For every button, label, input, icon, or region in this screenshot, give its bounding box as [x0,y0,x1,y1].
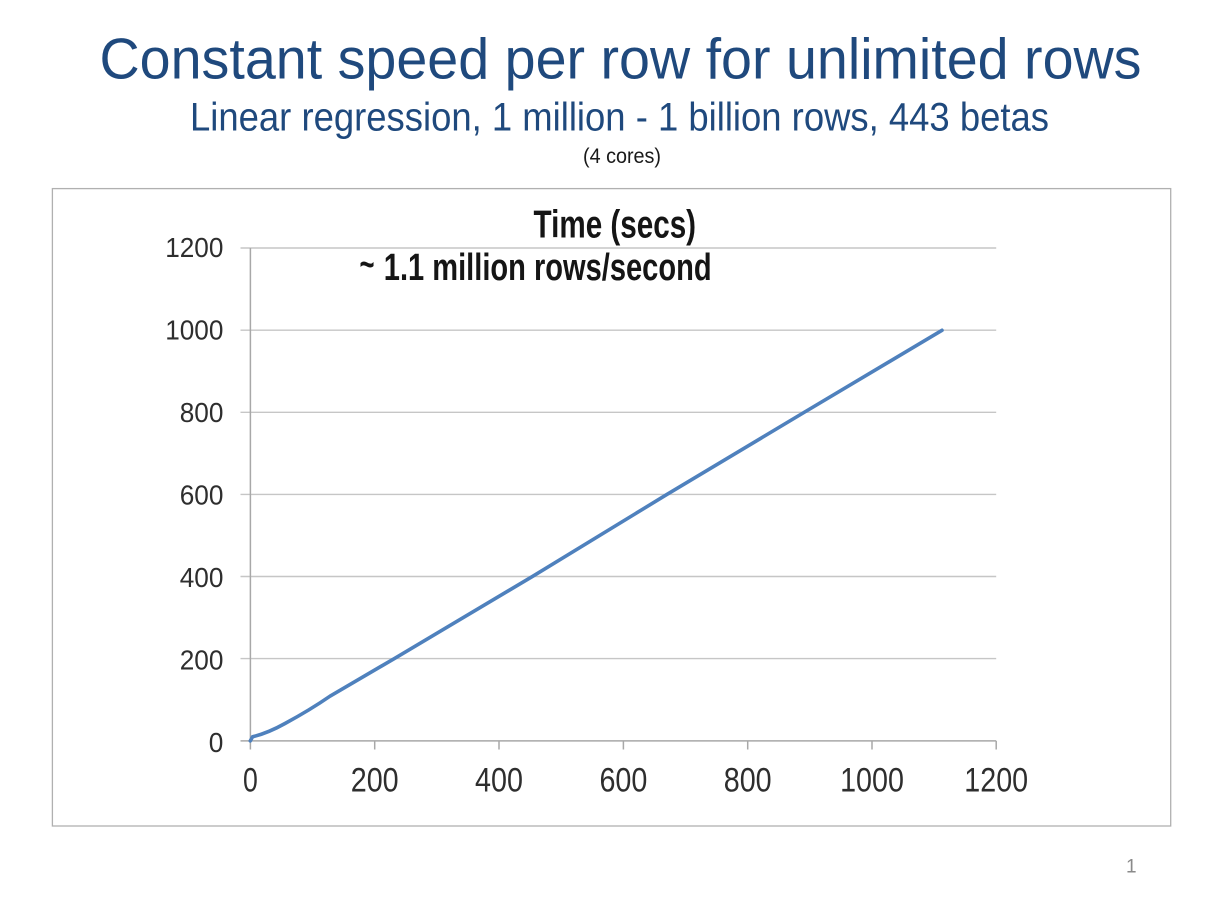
svg-text:800: 800 [724,761,772,799]
svg-text:(4 cores): (4 cores) [583,145,661,168]
svg-text:1200: 1200 [964,761,1028,799]
svg-text:400: 400 [475,761,523,799]
svg-text:1000: 1000 [165,313,223,345]
svg-text:800: 800 [180,396,224,428]
svg-text:200: 200 [180,643,224,675]
svg-text:1.1 million rows/second: 1.1 million rows/second [384,247,712,289]
svg-text:Constant speed per row for unl: Constant speed per row for unlimited row… [100,28,1142,92]
svg-text:Time (secs): Time (secs) [534,203,697,246]
svg-text:1200: 1200 [165,231,223,263]
svg-text:1: 1 [1126,856,1137,877]
svg-text:200: 200 [351,761,399,799]
svg-text:0: 0 [209,726,224,758]
svg-text:600: 600 [180,478,224,510]
svg-text:0: 0 [243,761,258,799]
svg-text:1000: 1000 [840,761,904,799]
svg-text:~: ~ [360,244,375,286]
svg-text:Linear regression, 1 million -: Linear regression, 1 million - 1 billion… [190,96,1049,140]
svg-text:600: 600 [599,761,647,799]
svg-text:400: 400 [180,561,224,593]
